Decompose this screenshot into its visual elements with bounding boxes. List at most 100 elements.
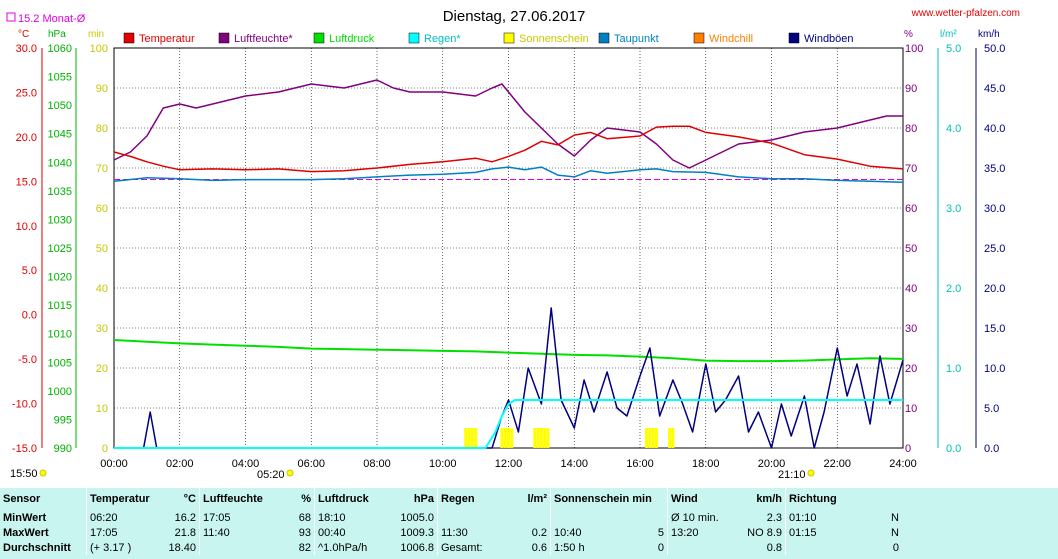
- legend-label: Sonnenschein: [519, 33, 589, 45]
- dir-time: [785, 540, 869, 555]
- sun-time: [549, 510, 638, 525]
- temp-tick-label: 0.0: [22, 310, 37, 322]
- hum-val: 82: [298, 541, 311, 554]
- sunshine-bar: [467, 428, 471, 448]
- dir-val: 0: [892, 541, 899, 554]
- wind-time: 13:20: [667, 525, 729, 540]
- sunshine-bar: [536, 428, 540, 448]
- hum-val: 93: [298, 526, 311, 539]
- pres-val: 1006.8: [400, 541, 434, 554]
- wind-time: Ø 10 min.: [667, 510, 729, 525]
- rain-tick-label: 4.0: [946, 123, 961, 135]
- wind-tick-label: 35.0: [984, 163, 1005, 175]
- wind-tick-label: 15.0: [984, 323, 1005, 335]
- sunshine-bar: [668, 428, 672, 448]
- x-tick-label: 16:00: [626, 458, 654, 470]
- hdr-sensor: Sensor: [3, 493, 41, 505]
- sun-tick-label: 40: [96, 283, 108, 295]
- rain-time: Gesamt:: [437, 540, 514, 555]
- legend-label: Luftdruck: [329, 33, 375, 45]
- series-line-temperatur: [113, 125, 904, 173]
- hdr-sun: Sonnenschein min: [550, 488, 668, 510]
- sun-tick-label: 100: [90, 43, 108, 55]
- wind-tick-label: 45.0: [984, 83, 1005, 95]
- sunshine-bar: [543, 428, 547, 448]
- legend-swatch: [313, 32, 325, 44]
- unit-sun: min: [88, 29, 104, 40]
- row-label: Durchschnitt: [3, 541, 71, 554]
- time-stamp: 15:50: [10, 468, 38, 480]
- x-tick-label: 24:00: [889, 458, 917, 470]
- wind-val: NO 8.9: [747, 526, 782, 539]
- pres-time: ^1.0hPa/h: [314, 540, 393, 555]
- temp-tick-label: 20.0: [16, 132, 37, 144]
- stats-row-avg: Durchschnitt (+ 3.17 ) 18.40 82 ^1.0hPa/…: [0, 540, 902, 555]
- pres-time: 18:10: [314, 510, 393, 525]
- hum-time: 11:40: [199, 525, 286, 540]
- pressure-tick-label: 1050: [48, 100, 72, 112]
- pressure-tick-label: 1015: [48, 300, 72, 312]
- hdr-dir: Richtung: [785, 488, 902, 510]
- legend-label: Temperatur: [139, 33, 195, 45]
- sun-val: 0: [657, 541, 664, 554]
- humidity-tick-label: 60: [905, 203, 917, 215]
- rain-val: [514, 510, 551, 525]
- legend-label: Windchill: [709, 33, 753, 45]
- unit-rain: l/m²: [940, 29, 957, 40]
- dir-val: N: [891, 511, 899, 524]
- sun-tick-label: 80: [96, 123, 108, 135]
- legend-label: Luftfeuchte*: [234, 33, 293, 45]
- x-tick-label: 06:00: [297, 458, 325, 470]
- humidity-tick-label: 70: [905, 163, 917, 175]
- x-tick-label: 00:00: [100, 458, 128, 470]
- humidity-tick-label: 80: [905, 123, 917, 135]
- pressure-tick-label: 990: [54, 443, 72, 455]
- stats-row-max: MaxWert 17:05 21.8 11:40 93 00:40 1009.3…: [0, 525, 902, 540]
- pres-time: 00:40: [314, 525, 393, 540]
- temp-tick-label: -10.0: [12, 399, 37, 411]
- hdr-hum: Luftfeuchte: [199, 488, 286, 510]
- humidity-tick-label: 10: [905, 403, 917, 415]
- dir-time: 01:15: [785, 525, 869, 540]
- temp-time: 17:05: [86, 525, 163, 540]
- sunrise-label: 05:20: [257, 469, 285, 481]
- sunshine-bar: [507, 428, 510, 448]
- stamp-icon: [39, 469, 47, 477]
- wind-tick-label: 30.0: [984, 203, 1005, 215]
- legend-swatch: [408, 32, 420, 44]
- wind-tick-label: 25.0: [984, 243, 1005, 255]
- sunshine-bar: [671, 428, 675, 448]
- legend-swatch: [598, 32, 610, 44]
- pressure-tick-label: 1035: [48, 186, 72, 198]
- legend-swatch: [788, 32, 800, 44]
- temp-tick-label: 5.0: [22, 265, 37, 277]
- x-tick-label: 18:00: [692, 458, 720, 470]
- legend-swatch: [503, 32, 515, 44]
- temp-time: (+ 3.17 ): [86, 540, 163, 555]
- hdr-rain-unit: l/m²: [527, 493, 547, 505]
- statistics-panel: Sensor Temperatur °C Luftfeuchte % Luftd…: [0, 488, 1058, 559]
- pressure-tick-label: 1025: [48, 243, 72, 255]
- x-tick-label: 08:00: [363, 458, 391, 470]
- legend-swatch: [123, 32, 135, 44]
- wind-val: 2.3: [766, 511, 782, 524]
- hdr-wind: Wind: [667, 488, 729, 510]
- sun-tick-label: 0: [102, 443, 108, 455]
- pres-val: 1009.3: [400, 526, 434, 539]
- sunset-label: 21:10: [778, 469, 806, 481]
- rain-tick-label: 2.0: [946, 283, 961, 295]
- wind-tick-label: 40.0: [984, 123, 1005, 135]
- temp-tick-label: 30.0: [16, 43, 37, 55]
- sun-tick-label: 10: [96, 403, 108, 415]
- sun-val: 5: [657, 526, 664, 539]
- sun-time: 1:50 h: [549, 540, 638, 555]
- pressure-tick-label: 1010: [48, 329, 72, 341]
- temp-tick-label: -5.0: [18, 354, 37, 366]
- hdr-temp: Temperatur: [86, 488, 163, 510]
- rain-val: 0.2: [531, 526, 547, 539]
- humidity-tick-label: 0: [905, 443, 911, 455]
- dir-time: 01:10: [785, 510, 869, 525]
- sunshine-bar: [648, 428, 652, 448]
- temp-tick-label: 10.0: [16, 221, 37, 233]
- monthly-avg-label: 15.2 Monat-Ø: [18, 13, 86, 25]
